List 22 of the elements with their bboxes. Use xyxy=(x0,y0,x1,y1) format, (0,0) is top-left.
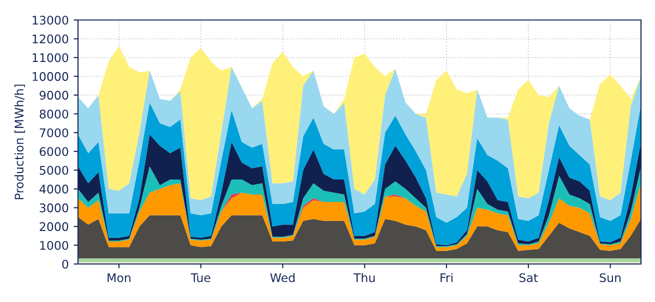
x-tick-label: Thu xyxy=(353,273,375,282)
x-tick-label: Mon xyxy=(108,273,130,282)
y-tick-label: 5000 xyxy=(40,166,68,175)
y-tick-label: 4000 xyxy=(40,184,68,194)
x-tick-label: Wed xyxy=(270,273,295,282)
y-tick-label: 1000 xyxy=(40,240,68,250)
x-tick-label: Fri xyxy=(440,273,452,282)
y-tick-label: 2000 xyxy=(40,222,68,232)
y-tick-label: 13000 xyxy=(32,16,68,25)
y-tick-label: 3000 xyxy=(40,203,68,212)
y-tick-label: 9000 xyxy=(40,90,68,100)
y-tick-label: 7000 xyxy=(40,128,68,138)
x-tick-label: Tue xyxy=(190,273,210,282)
y-tick-label: 12000 xyxy=(32,34,68,44)
y-tick-label: 0 xyxy=(62,260,68,269)
y-tick-label: 11000 xyxy=(32,53,68,62)
y-tick-label: 8000 xyxy=(40,110,68,118)
x-tick-label: Sat xyxy=(520,273,538,282)
y-axis-title: Production [MWh/h] xyxy=(14,84,25,200)
x-tick-label: Sun xyxy=(600,273,621,282)
y-tick-label: 10000 xyxy=(32,72,68,81)
y-tick-label: 6000 xyxy=(40,147,68,156)
